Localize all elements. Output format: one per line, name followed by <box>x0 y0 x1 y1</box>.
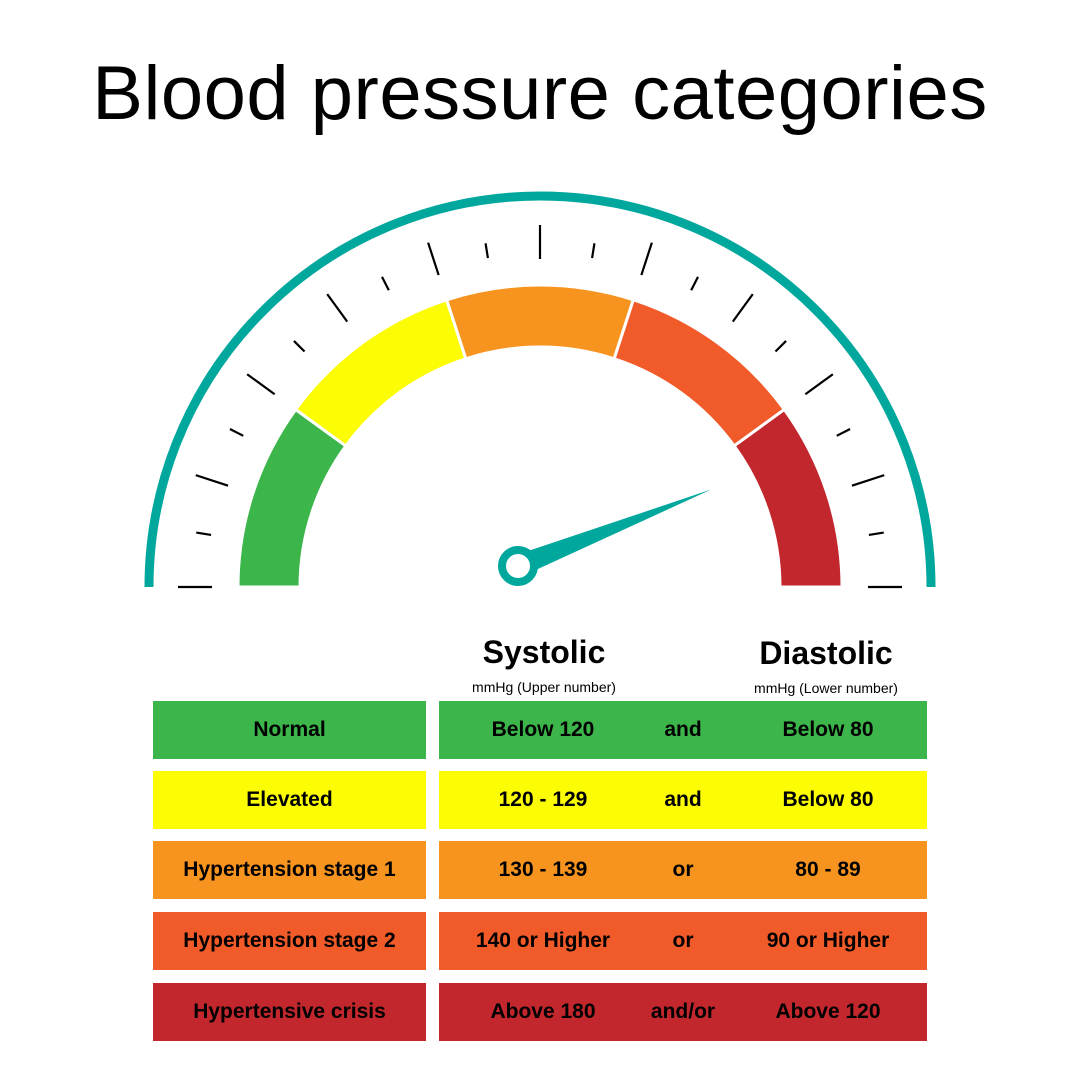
minor-tick <box>294 341 305 352</box>
conjunction: and <box>635 701 731 759</box>
minor-tick <box>196 533 211 535</box>
blood-pressure-gauge <box>0 150 1080 610</box>
conjunction: or <box>635 841 731 899</box>
diastolic-unit: mmHg (Lower number) <box>706 679 946 697</box>
gauge-segment-hypertension-stage-2 <box>614 300 784 446</box>
category-cell-normal: Normal <box>153 701 426 759</box>
major-tick <box>428 243 439 275</box>
table-row: 120 - 129 and Below 80 <box>439 771 927 829</box>
page-title: Blood pressure categories <box>0 44 1080 144</box>
category-label: Hypertensive crisis <box>193 1000 386 1024</box>
minor-tick <box>775 341 786 352</box>
minor-tick <box>869 533 884 535</box>
gauge-segment-hypertensive-crisis <box>734 409 842 587</box>
category-cell-hypertensive-crisis: Hypertensive crisis <box>153 983 426 1041</box>
category-label: Elevated <box>246 788 332 812</box>
table-row: 140 or Higher or 90 or Higher <box>439 912 927 970</box>
category-cell-hypertension-stage-2: Hypertension stage 2 <box>153 912 426 970</box>
major-tick <box>641 243 652 275</box>
gauge-segment-elevated <box>296 300 466 446</box>
systolic-header: Systolic mmHg (Upper number) <box>424 632 664 696</box>
major-tick <box>247 374 275 394</box>
diastolic-value: Above 120 <box>729 983 927 1041</box>
category-cell-elevated: Elevated <box>153 771 426 829</box>
conjunction: and <box>635 771 731 829</box>
table-row: 130 - 139 or 80 - 89 <box>439 841 927 899</box>
conjunction: and/or <box>635 983 731 1041</box>
systolic-value: Above 180 <box>439 983 647 1041</box>
major-tick <box>805 374 833 394</box>
minor-tick <box>592 243 594 258</box>
gauge-needle <box>514 489 711 576</box>
major-tick <box>733 294 753 322</box>
major-tick <box>852 475 884 486</box>
minor-tick <box>486 243 488 258</box>
gauge-segment-hypertension-stage-1 <box>447 285 634 359</box>
diastolic-value: 80 - 89 <box>729 841 927 899</box>
diastolic-value: Below 80 <box>729 701 927 759</box>
diastolic-label: Diastolic <box>706 633 946 673</box>
systolic-value: 130 - 139 <box>439 841 647 899</box>
gauge-segment-normal <box>238 409 346 587</box>
category-label: Hypertension stage 2 <box>183 929 395 953</box>
systolic-label: Systolic <box>424 632 664 672</box>
category-cell-hypertension-stage-1: Hypertension stage 1 <box>153 841 426 899</box>
diastolic-value: 90 or Higher <box>729 912 927 970</box>
category-label: Hypertension stage 1 <box>183 858 395 882</box>
minor-tick <box>691 277 698 290</box>
diastolic-value: Below 80 <box>729 771 927 829</box>
category-label: Normal <box>253 718 325 742</box>
systolic-value: 120 - 129 <box>439 771 647 829</box>
minor-tick <box>837 429 850 436</box>
diastolic-header: Diastolic mmHg (Lower number) <box>706 633 946 697</box>
major-tick <box>327 294 347 322</box>
table-row: Below 120 and Below 80 <box>439 701 927 759</box>
systolic-value: Below 120 <box>439 701 647 759</box>
systolic-value: 140 or Higher <box>439 912 647 970</box>
minor-tick <box>382 277 389 290</box>
major-tick <box>196 475 228 486</box>
conjunction: or <box>635 912 731 970</box>
minor-tick <box>230 429 243 436</box>
systolic-unit: mmHg (Upper number) <box>424 678 664 696</box>
gauge-needle-hub <box>502 550 534 582</box>
table-row: Above 180 and/or Above 120 <box>439 983 927 1041</box>
